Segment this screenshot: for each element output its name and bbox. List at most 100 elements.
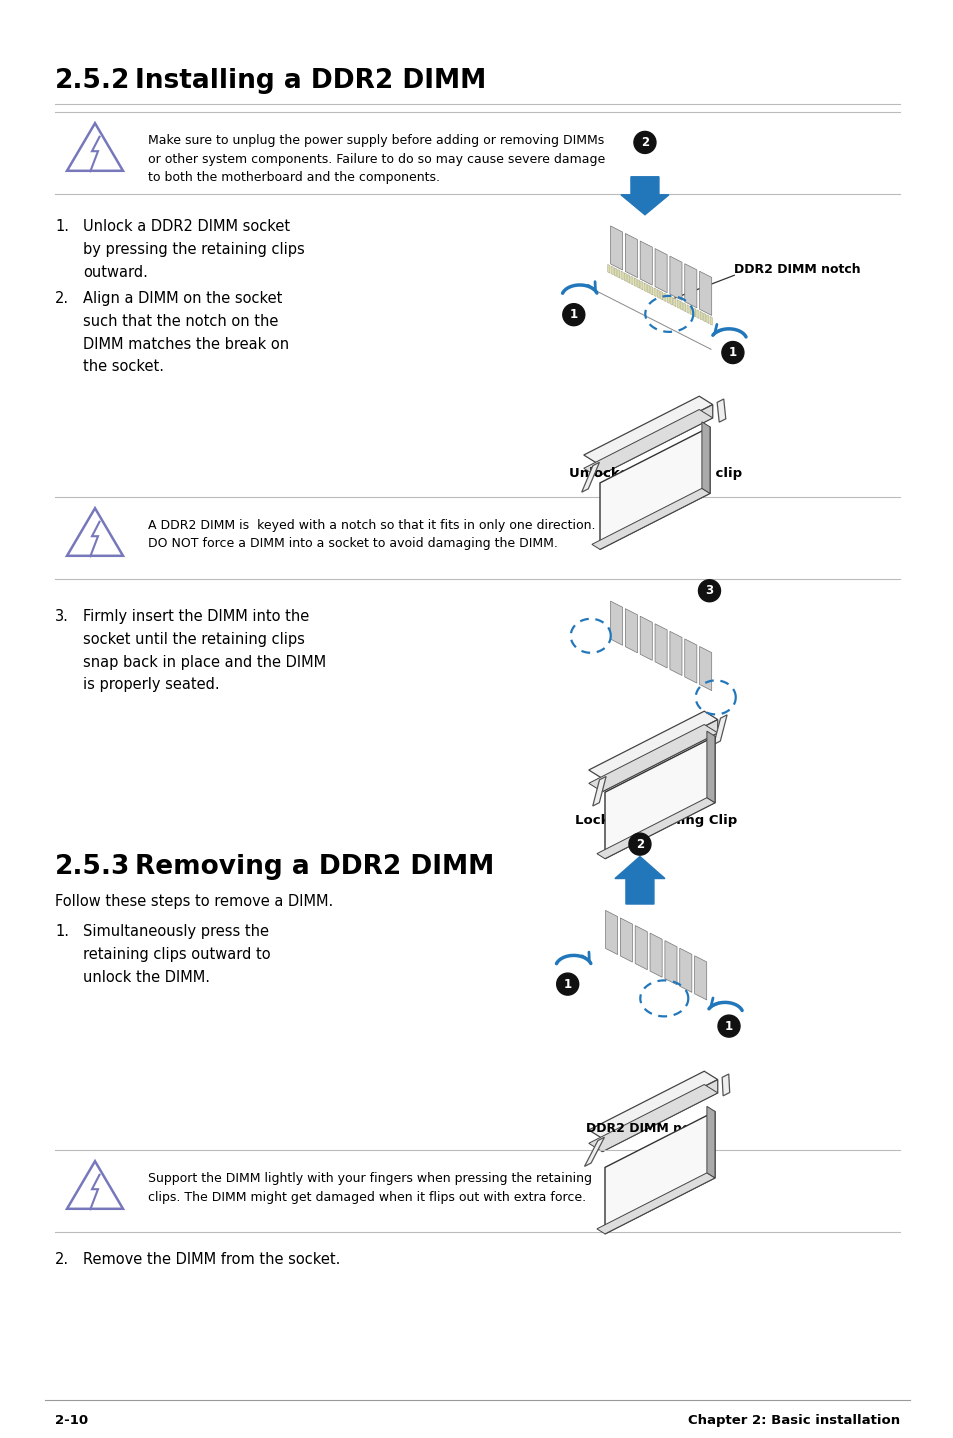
Polygon shape <box>670 296 672 305</box>
Polygon shape <box>597 1173 714 1234</box>
Text: Installing a DDR2 DIMM: Installing a DDR2 DIMM <box>135 68 486 93</box>
FancyArrow shape <box>620 177 668 214</box>
Polygon shape <box>706 1106 714 1178</box>
Polygon shape <box>584 1137 604 1166</box>
Circle shape <box>634 131 656 154</box>
Text: 1: 1 <box>563 978 571 991</box>
Polygon shape <box>630 276 633 285</box>
Polygon shape <box>700 312 701 321</box>
Polygon shape <box>659 292 662 301</box>
Polygon shape <box>721 1074 729 1096</box>
Polygon shape <box>696 309 699 318</box>
Circle shape <box>628 833 650 856</box>
Circle shape <box>718 1015 740 1037</box>
Text: Removing a DDR2 DIMM: Removing a DDR2 DIMM <box>135 854 494 880</box>
Polygon shape <box>706 315 708 324</box>
Circle shape <box>698 580 720 601</box>
Polygon shape <box>677 299 679 308</box>
Text: 2.5.2: 2.5.2 <box>55 68 131 93</box>
Text: Unlock a DDR2 DIMM socket
by pressing the retaining clips
outward.: Unlock a DDR2 DIMM socket by pressing th… <box>83 219 304 279</box>
Polygon shape <box>610 601 622 646</box>
Polygon shape <box>617 269 619 278</box>
Polygon shape <box>699 647 711 690</box>
Text: 2-10: 2-10 <box>55 1414 88 1426</box>
Text: Support the DIMM lightly with your fingers when pressing the retaining
clips. Th: Support the DIMM lightly with your finge… <box>148 1172 592 1204</box>
Text: 1: 1 <box>724 1020 732 1032</box>
Polygon shape <box>588 712 717 778</box>
Polygon shape <box>655 624 666 667</box>
Polygon shape <box>604 736 714 858</box>
Polygon shape <box>640 282 642 290</box>
Text: 2.: 2. <box>55 290 69 306</box>
Text: 3: 3 <box>704 584 713 597</box>
Text: 2.5.3: 2.5.3 <box>55 854 131 880</box>
Polygon shape <box>684 263 696 308</box>
Text: Unlocked retaining clip: Unlocked retaining clip <box>569 467 741 480</box>
Polygon shape <box>709 316 712 325</box>
Polygon shape <box>669 631 681 676</box>
FancyArrow shape <box>615 857 664 905</box>
Text: Follow these steps to remove a DIMM.: Follow these steps to remove a DIMM. <box>55 894 333 909</box>
Text: Locked Retaining Clip: Locked Retaining Clip <box>575 814 737 827</box>
Polygon shape <box>597 798 714 858</box>
Text: 3.: 3. <box>55 610 69 624</box>
Polygon shape <box>583 397 712 463</box>
Polygon shape <box>634 278 636 286</box>
Polygon shape <box>664 940 677 985</box>
Polygon shape <box>625 233 637 278</box>
Polygon shape <box>635 926 647 969</box>
Polygon shape <box>620 272 622 280</box>
Polygon shape <box>614 267 616 276</box>
Polygon shape <box>625 608 637 653</box>
Circle shape <box>562 303 584 325</box>
Text: Align a DIMM on the socket
such that the notch on the
DIMM matches the break on
: Align a DIMM on the socket such that the… <box>83 290 289 374</box>
Text: 2: 2 <box>640 137 648 150</box>
Polygon shape <box>610 226 622 270</box>
Circle shape <box>557 974 578 995</box>
Polygon shape <box>650 286 652 295</box>
Polygon shape <box>623 273 626 282</box>
Polygon shape <box>588 725 717 792</box>
Polygon shape <box>684 638 696 683</box>
Polygon shape <box>702 313 705 322</box>
Polygon shape <box>649 933 661 978</box>
Polygon shape <box>663 293 665 302</box>
Text: 1.: 1. <box>55 925 69 939</box>
Polygon shape <box>701 421 709 493</box>
Polygon shape <box>605 910 617 955</box>
Text: Simultaneously press the
retaining clips outward to
unlock the DIMM.: Simultaneously press the retaining clips… <box>83 925 271 985</box>
Polygon shape <box>588 1084 717 1152</box>
Polygon shape <box>690 306 692 315</box>
Polygon shape <box>607 265 609 273</box>
Polygon shape <box>627 275 629 283</box>
Polygon shape <box>581 462 598 492</box>
Text: 2.: 2. <box>55 1252 69 1267</box>
Polygon shape <box>647 285 649 293</box>
Text: Remove the DIMM from the socket.: Remove the DIMM from the socket. <box>83 1252 340 1267</box>
Polygon shape <box>669 256 681 301</box>
Polygon shape <box>639 617 652 660</box>
Polygon shape <box>639 242 652 285</box>
Polygon shape <box>637 279 639 288</box>
Text: Chapter 2: Basic installation: Chapter 2: Basic installation <box>687 1414 899 1426</box>
Circle shape <box>721 342 743 364</box>
Polygon shape <box>599 427 709 549</box>
Polygon shape <box>666 295 669 303</box>
Polygon shape <box>653 288 656 296</box>
Polygon shape <box>588 1071 717 1139</box>
Polygon shape <box>686 305 688 313</box>
Polygon shape <box>693 308 695 316</box>
Polygon shape <box>706 731 714 802</box>
Polygon shape <box>604 1112 714 1234</box>
Text: A DDR2 DIMM is  keyed with a notch so that it fits in only one direction.
DO NOT: A DDR2 DIMM is keyed with a notch so tha… <box>148 519 595 551</box>
Polygon shape <box>583 410 712 477</box>
Polygon shape <box>683 303 685 312</box>
Text: Make sure to unplug the power supply before adding or removing DIMMs
or other sy: Make sure to unplug the power supply bef… <box>148 134 604 184</box>
Text: 1.: 1. <box>55 219 69 234</box>
Polygon shape <box>679 948 691 992</box>
Text: 1: 1 <box>728 347 736 360</box>
Polygon shape <box>592 777 605 807</box>
Polygon shape <box>679 302 681 311</box>
Polygon shape <box>713 715 726 745</box>
Polygon shape <box>657 289 659 298</box>
